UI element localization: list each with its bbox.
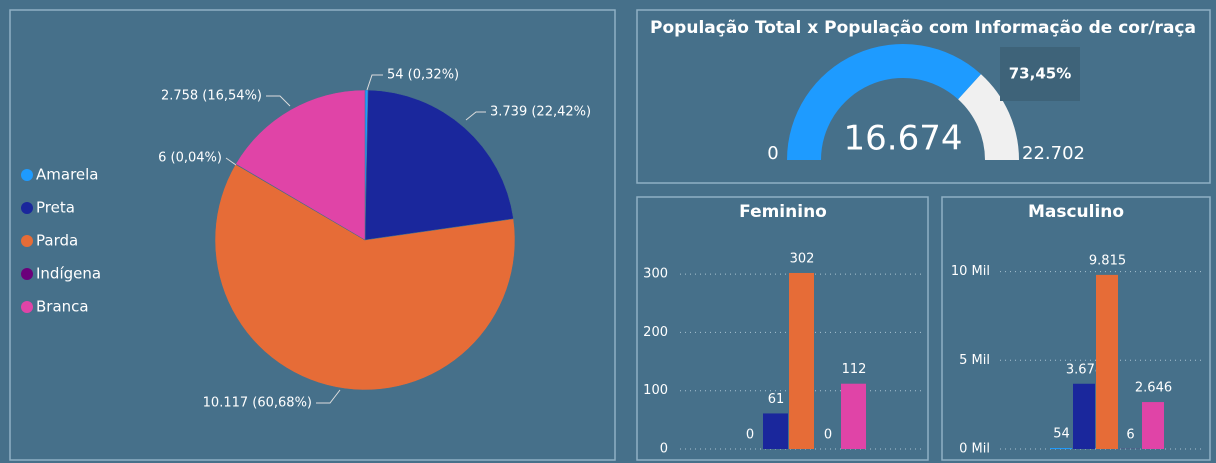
data-label: 10.117 (60,68%): [203, 396, 312, 411]
legend-marker: [21, 202, 33, 214]
data-label: 54: [1053, 427, 1070, 442]
gauge-percent: 73,45%: [1009, 65, 1071, 83]
legend-label: Preta: [36, 199, 75, 217]
gauge-value-label: 16.674: [844, 119, 963, 159]
y-tick-label: 300: [643, 267, 668, 282]
y-tick-label: 5 Mil: [959, 353, 990, 368]
pie-slice: [364, 89, 514, 241]
bar: [763, 413, 788, 449]
leader-line: [366, 74, 383, 91]
leader-line: [225, 157, 237, 166]
legend-marker: [21, 301, 33, 313]
bar: [1073, 383, 1095, 449]
gauge-max: 22.702: [1022, 143, 1085, 164]
data-label: 6: [1126, 427, 1134, 442]
y-tick-label: 10 Mil: [951, 264, 990, 279]
y-tick-label: 100: [643, 383, 668, 398]
percent-box: [1000, 47, 1080, 101]
legend-label: Branca: [36, 298, 89, 316]
bar: [1096, 274, 1118, 449]
data-label: 9.815: [1089, 253, 1126, 268]
leader-line: [266, 95, 291, 107]
bar: [841, 383, 866, 449]
pie-slice: [235, 89, 366, 241]
data-label: 61: [768, 392, 785, 407]
data-label: 302: [790, 251, 815, 266]
legend-label: Indígena: [36, 265, 101, 283]
y-tick-label: 0 Mil: [959, 442, 990, 457]
chart-title: Feminino: [739, 202, 827, 222]
data-label: 2.646: [1135, 381, 1172, 396]
gauge-track: [958, 74, 1019, 160]
bar: [789, 272, 814, 449]
data-label: 6 (0,04%): [158, 151, 222, 166]
data-label: 2.758 (16,54%): [161, 89, 262, 104]
legend-label: Parda: [36, 232, 78, 250]
data-label: 3.678: [1066, 362, 1103, 377]
bar: [1142, 402, 1164, 449]
chart-title: Masculino: [1028, 202, 1124, 222]
y-tick-label: 0: [660, 442, 668, 457]
gauge-min: 0: [767, 143, 778, 164]
bar: [1050, 448, 1072, 449]
data-label: 0: [824, 428, 832, 443]
data-label: 3.739 (22,42%): [490, 105, 591, 120]
data-label: 112: [842, 362, 867, 377]
pie-slice: [214, 163, 516, 391]
legend-label: Amarela: [36, 166, 99, 184]
y-tick-label: 200: [643, 325, 668, 340]
leader-line: [316, 389, 341, 404]
leader-line: [465, 111, 486, 121]
legend-marker: [21, 235, 33, 247]
legend-marker: [21, 268, 33, 280]
gauge-value: [787, 44, 981, 161]
data-label: 0: [746, 428, 754, 443]
gauge-title: População Total x População com Informaç…: [650, 18, 1196, 38]
legend-marker: [21, 169, 33, 181]
gauge-panel: [636, 9, 1211, 184]
data-label: 54 (0,32%): [387, 68, 459, 83]
